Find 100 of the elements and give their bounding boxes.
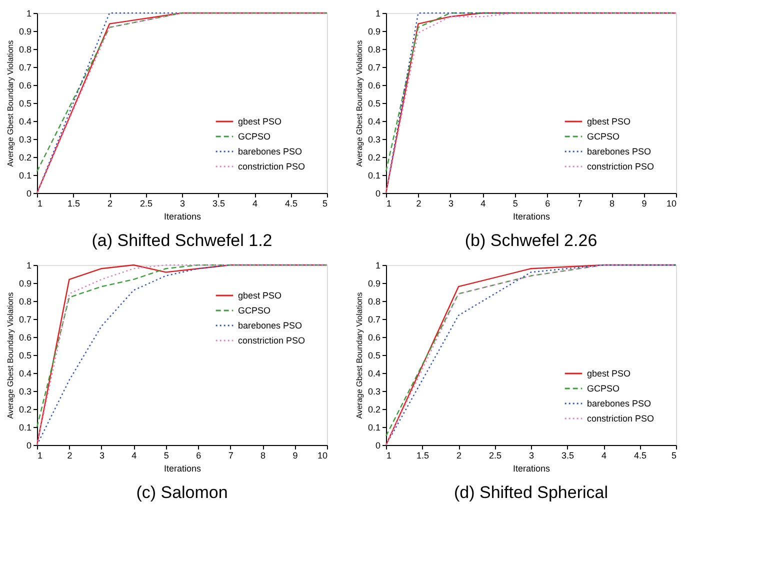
legend-label: constriction PSO [238, 336, 306, 346]
y-tick-label: 0.4 [18, 368, 32, 378]
y-tick-label: 1 [375, 260, 380, 270]
y-axis-title: Average Gbest Boundary Violations [354, 40, 364, 167]
y-tick-label: 0 [375, 440, 380, 450]
x-tick-label: 8 [260, 450, 266, 460]
y-tick-label: 0.4 [18, 116, 32, 126]
legend-label: barebones PSO [238, 320, 302, 330]
legend-label: barebones PSO [587, 146, 652, 156]
x-tick-label: 1 [386, 198, 392, 208]
y-tick-label: 0.8 [368, 296, 380, 306]
y-tick-label: 0.5 [18, 98, 32, 108]
x-axis-title: Iterations [512, 464, 551, 474]
x-tick-label: 2.5 [488, 450, 502, 460]
legend-label: GCPSO [238, 132, 271, 142]
x-tick-label: 2 [67, 450, 72, 460]
x-tick-label: 4 [480, 198, 486, 208]
x-tick-label: 6 [196, 450, 202, 460]
x-tick-label: 3 [448, 198, 454, 208]
x-tick-label: 2 [107, 198, 113, 208]
x-tick-label: 1 [38, 198, 43, 208]
legend-label: barebones PSO [238, 146, 302, 156]
x-tick-label: 2.5 [140, 198, 153, 208]
legend-label: gbest PSO [238, 116, 282, 126]
x-tick-label: 4.5 [634, 450, 647, 460]
x-tick-label: 4 [132, 450, 137, 460]
x-tick-label: 5 [512, 198, 518, 208]
x-tick-label: 9 [642, 198, 647, 208]
y-tick-label: 0.2 [18, 152, 32, 162]
y-tick-label: 0 [26, 440, 32, 450]
x-tick-label: 7 [228, 450, 234, 460]
y-tick-label: 0.1 [18, 170, 32, 180]
y-tick-label: 0 [375, 188, 380, 198]
y-tick-label: 0.8 [18, 296, 32, 306]
y-tick-label: 0.5 [18, 350, 32, 360]
y-tick-label: 0.6 [368, 80, 380, 90]
y-tick-label: 0.7 [18, 314, 32, 324]
y-tick-label: 0.7 [368, 62, 380, 72]
y-tick-label: 1 [375, 8, 380, 18]
x-tick-label: 1 [38, 450, 43, 460]
legend-label: barebones PSO [587, 398, 652, 408]
legend-label: GCPSO [587, 132, 620, 142]
x-tick-label: 5 [322, 198, 328, 208]
x-tick-label: 2 [416, 198, 422, 208]
y-tick-label: 0.5 [368, 350, 380, 360]
text: (d) Shifted Spherical [454, 483, 608, 502]
y-tick-label: 0.6 [18, 332, 32, 342]
y-tick-label: 0.6 [368, 332, 380, 342]
x-tick-label: 3 [99, 450, 104, 460]
y-axis-title: Average Gbest Boundary Violations [6, 292, 15, 419]
y-tick-label: 0.3 [18, 386, 32, 396]
y-tick-label: 1 [26, 260, 32, 270]
y-tick-label: 0.9 [368, 278, 380, 288]
y-tick-label: 0.2 [18, 404, 32, 414]
y-tick-label: 0.5 [368, 98, 380, 108]
legend-label: constriction PSO [587, 162, 654, 172]
y-tick-label: 0.8 [368, 44, 380, 54]
text: (a) Shifted Schwefel 1.2 [92, 231, 272, 250]
x-axis-title: Iterations [164, 464, 202, 474]
x-tick-label: 1 [386, 450, 392, 460]
y-tick-label: 0.4 [368, 368, 380, 378]
y-tick-label: 0.1 [368, 170, 380, 180]
x-tick-label: 4 [601, 450, 607, 460]
legend-label: gbest PSO [587, 116, 631, 126]
x-tick-label: 7 [577, 198, 582, 208]
x-tick-label: 3 [180, 198, 186, 208]
x-tick-label: 10 [317, 450, 328, 460]
x-tick-label: 2 [456, 450, 462, 460]
x-tick-label: 4 [252, 198, 258, 208]
x-tick-label: 3.5 [212, 198, 226, 208]
x-axis-title: Iterations [512, 212, 551, 222]
legend-label: GCPSO [587, 384, 620, 394]
x-axis-title: Iterations [164, 212, 202, 222]
y-tick-label: 0.3 [368, 386, 380, 396]
x-tick-label: 4.5 [284, 198, 298, 208]
y-tick-label: 0.2 [368, 152, 380, 162]
legend-label: gbest PSO [587, 368, 631, 378]
x-tick-label: 3 [528, 450, 534, 460]
y-tick-label: 0.6 [18, 80, 32, 90]
y-axis-title: Average Gbest Boundary Violations [6, 40, 15, 167]
x-tick-label: 6 [545, 198, 550, 208]
x-tick-label: 8 [610, 198, 615, 208]
x-tick-label: 10 [666, 198, 676, 208]
legend-label: GCPSO [238, 306, 271, 316]
y-tick-label: 0.2 [368, 404, 380, 414]
x-tick-label: 9 [292, 450, 298, 460]
legend-label: constriction PSO [238, 162, 306, 172]
legend-label: constriction PSO [587, 414, 654, 424]
x-tick-label: 5 [164, 450, 169, 460]
text: (c) Salomon [136, 483, 228, 502]
x-tick-label: 3.5 [561, 450, 574, 460]
x-tick-label: 1.5 [67, 198, 80, 208]
y-tick-label: 0.3 [368, 134, 380, 144]
legend-label: gbest PSO [238, 290, 282, 300]
y-tick-label: 0.7 [18, 62, 32, 72]
y-tick-label: 0.1 [18, 422, 32, 432]
text: (b) Schwefel 2.26 [464, 231, 598, 250]
x-tick-label: 5 [671, 450, 676, 460]
y-tick-label: 0.9 [18, 26, 32, 36]
y-axis-title: Average Gbest Boundary Violations [354, 292, 364, 419]
